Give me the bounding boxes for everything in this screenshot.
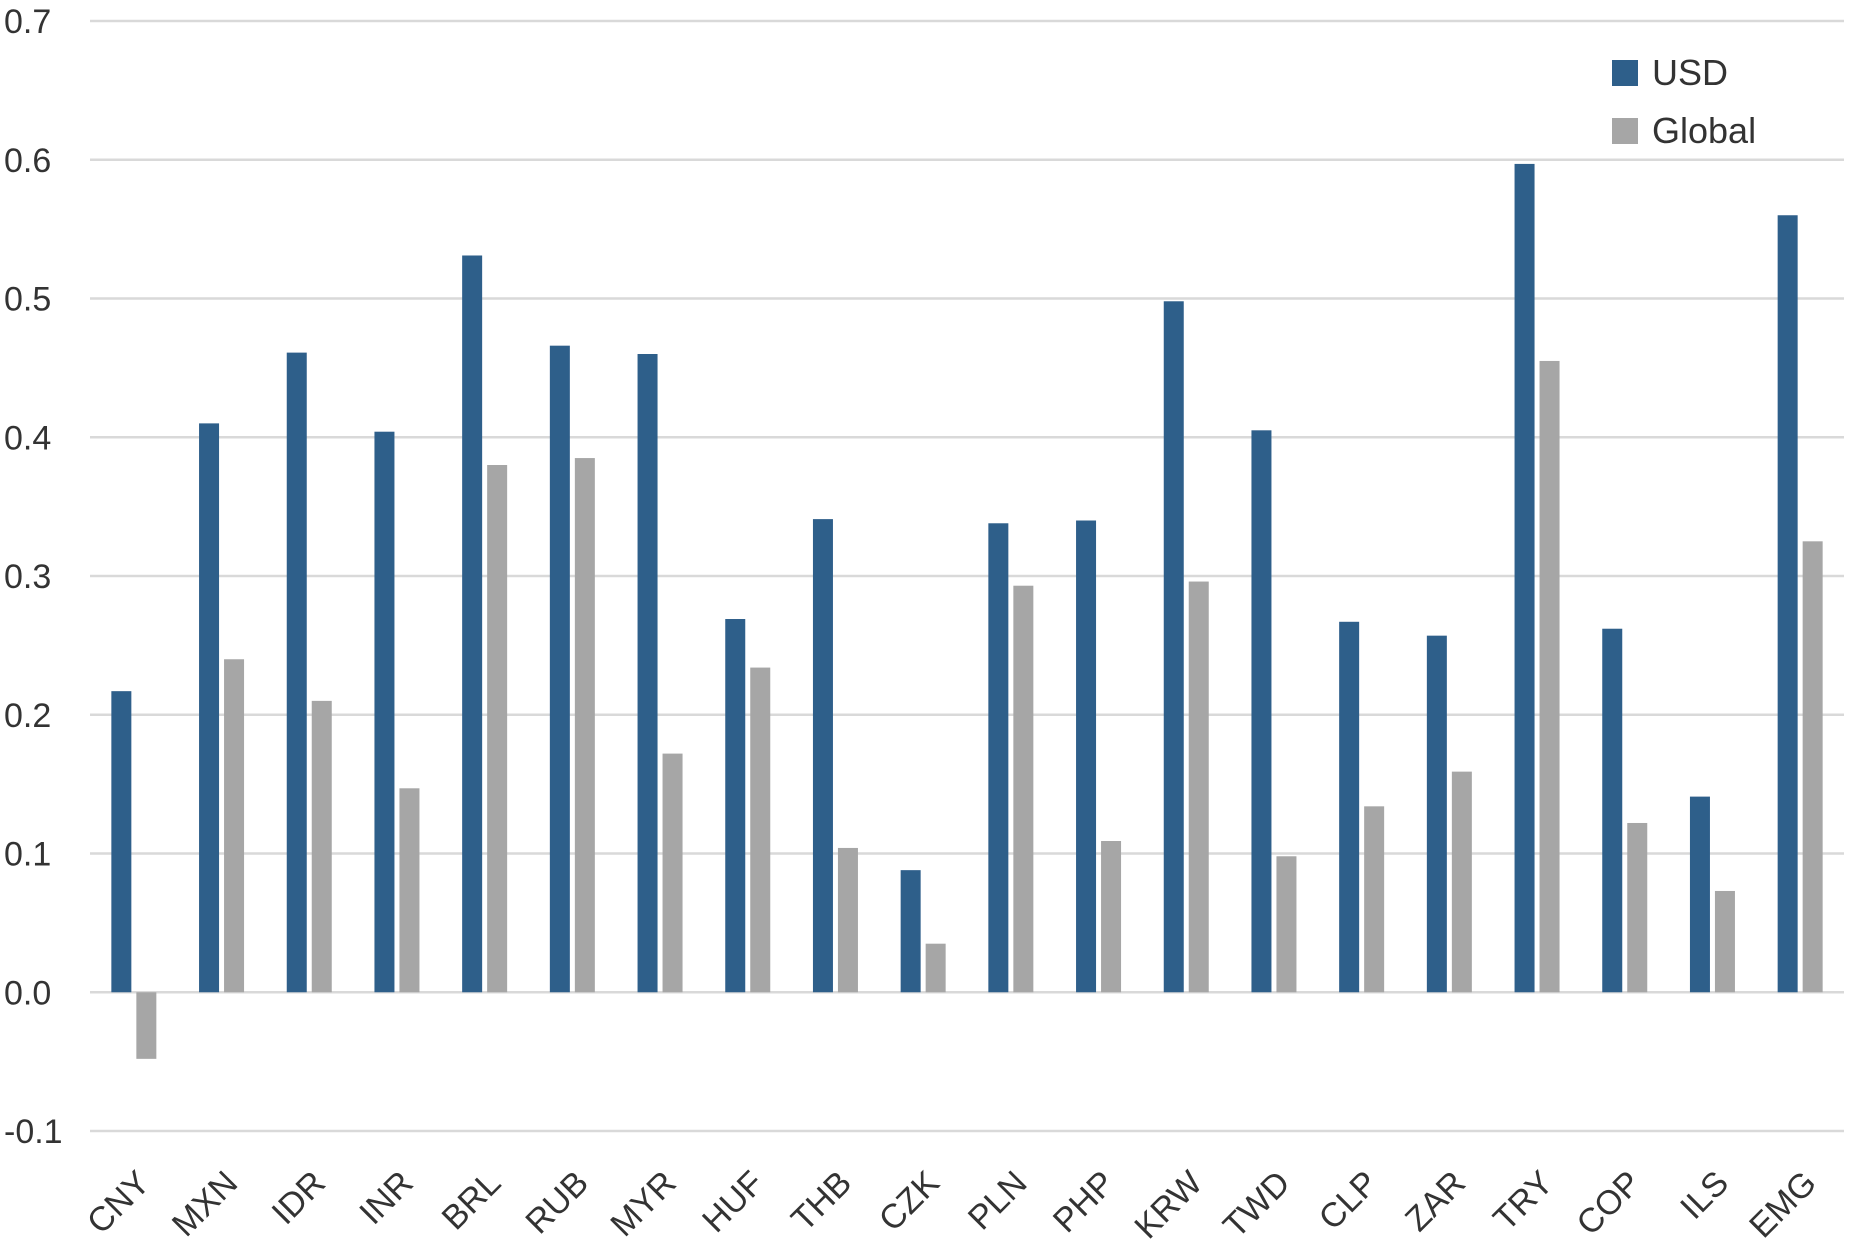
bar-global-clp — [1364, 806, 1385, 993]
bar-usd-try — [1514, 163, 1535, 993]
bar-global-cny — [136, 992, 157, 1059]
y-tick-label: 0.2 — [4, 697, 51, 735]
bar-usd-zar — [1426, 635, 1447, 993]
x-tick-label: TWD — [1216, 1164, 1298, 1246]
x-tick-label: ZAR — [1398, 1164, 1473, 1239]
legend-swatch-usd — [1612, 60, 1638, 86]
legend-swatch-global — [1612, 118, 1638, 144]
x-tick-label: RUB — [518, 1164, 596, 1242]
x-tick-label: KRW — [1127, 1164, 1210, 1247]
bar-usd-php — [1076, 520, 1097, 993]
bar-usd-thb — [812, 519, 833, 993]
x-tick-label: CZK — [872, 1164, 947, 1239]
x-tick-label: HUF — [695, 1164, 771, 1240]
bar-global-inr — [399, 788, 420, 993]
y-tick-label: 0.5 — [4, 281, 51, 319]
bar-global-ils — [1714, 890, 1735, 993]
bar-usd-cny — [111, 691, 132, 993]
bar-usd-twd — [1251, 430, 1272, 993]
bar-global-thb — [837, 847, 858, 993]
bar-usd-mxn — [199, 423, 220, 993]
bar-global-php — [1101, 841, 1122, 993]
bar-global-cop — [1627, 822, 1648, 993]
bar-usd-emg — [1777, 215, 1798, 993]
x-axis: CNY MXN IDR INR BRL RUB MYR HUF THB CZK PLN PHP KRW T… — [80, 1164, 1824, 1247]
bar-usd-cop — [1602, 628, 1623, 993]
x-tick-label: BRL — [435, 1164, 509, 1238]
x-tick-label: MXN — [165, 1164, 245, 1244]
x-tick-label: CNY — [80, 1164, 158, 1242]
y-tick-label: 0.0 — [4, 974, 51, 1012]
x-tick-label: CLP — [1312, 1164, 1386, 1238]
x-tick-label: ILS — [1673, 1164, 1736, 1227]
bar-usd-pln — [988, 523, 1009, 993]
bar-usd-rub — [549, 345, 570, 993]
bar-usd-ils — [1689, 796, 1710, 993]
x-tick-label: PLN — [961, 1164, 1035, 1238]
bar-usd-czk — [900, 870, 921, 993]
bar-global-try — [1539, 360, 1560, 993]
bar-usd-clp — [1339, 621, 1360, 993]
y-tick-label: -0.1 — [4, 1113, 63, 1151]
bar-usd-huf — [725, 619, 746, 993]
y-tick-label: 0.4 — [4, 419, 51, 457]
bar-usd-inr — [374, 431, 395, 993]
bar-global-pln — [1013, 585, 1034, 993]
bar-global-idr — [311, 700, 332, 993]
legend-label-usd: USD — [1652, 52, 1728, 93]
bar-global-mxn — [224, 659, 245, 993]
x-tick-label: TRY — [1486, 1164, 1561, 1239]
bar-usd-idr — [286, 352, 307, 993]
bar-global-zar — [1451, 771, 1472, 993]
bar-global-emg — [1802, 541, 1823, 993]
bar-usd-myr — [637, 354, 658, 993]
y-tick-label: 0.6 — [4, 142, 51, 180]
bar-usd-krw — [1163, 301, 1184, 993]
y-axis: -0.1 0.0 0.1 0.2 0.3 0.4 0.5 0.6 0.7 — [4, 3, 63, 1151]
x-tick-label: MYR — [603, 1164, 683, 1244]
x-tick-label: THB — [784, 1164, 859, 1239]
x-tick-label: COP — [1569, 1164, 1648, 1243]
grid-lines — [90, 19, 1844, 1133]
bar-global-rub — [574, 458, 595, 993]
bar-global-myr — [662, 753, 683, 993]
y-tick-label: 0.1 — [4, 836, 51, 874]
bar-global-brl — [487, 465, 508, 993]
y-tick-label: 0.3 — [4, 558, 51, 596]
y-tick-label: 0.7 — [4, 3, 51, 41]
bars — [111, 163, 1823, 1059]
bar-usd-brl — [462, 255, 483, 993]
x-tick-label: IDR — [265, 1164, 333, 1232]
bar-global-czk — [925, 943, 946, 993]
bar-global-krw — [1188, 581, 1209, 993]
x-tick-label: EMG — [1742, 1164, 1824, 1246]
legend: USD Global — [1612, 52, 1756, 151]
x-tick-label: PHP — [1046, 1164, 1122, 1240]
legend-label-global: Global — [1652, 110, 1756, 151]
bar-global-huf — [750, 667, 771, 993]
x-tick-label: INR — [352, 1164, 420, 1232]
bar-global-twd — [1276, 856, 1297, 993]
